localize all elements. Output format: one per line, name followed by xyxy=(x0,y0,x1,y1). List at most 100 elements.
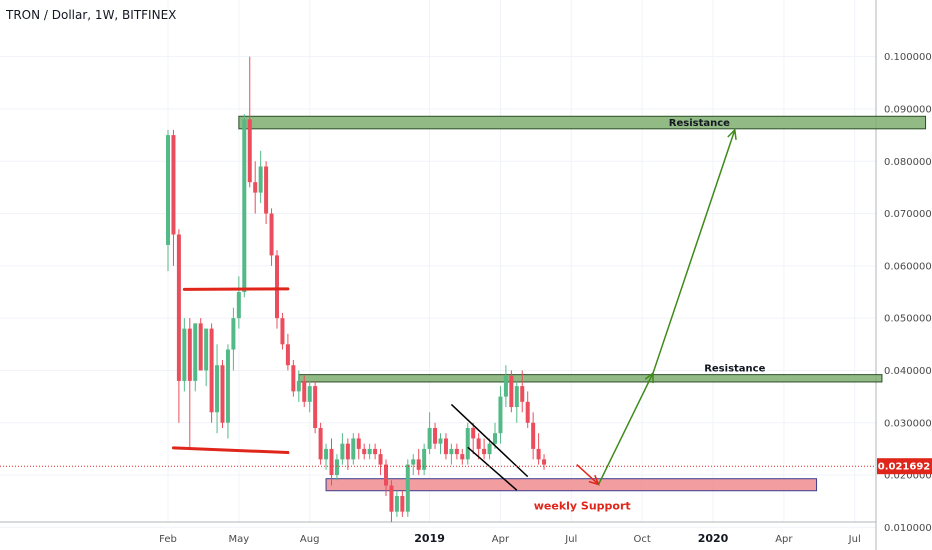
candle-down xyxy=(471,427,476,439)
candle-down xyxy=(220,365,225,423)
candle-down xyxy=(536,448,541,460)
y-tick-label: 0.040000 xyxy=(884,366,932,377)
candle-up xyxy=(204,328,209,371)
trend-line xyxy=(467,446,518,491)
candle-down xyxy=(291,365,296,392)
x-tick-label: Feb xyxy=(159,534,177,545)
candle-down xyxy=(509,375,514,408)
red-level-line xyxy=(171,446,290,455)
candle-up xyxy=(340,443,345,460)
support-zone-label: weekly Support xyxy=(534,500,631,513)
candle-down xyxy=(247,119,252,183)
y-tick-label: 0.030000 xyxy=(884,418,932,429)
candle-down xyxy=(389,485,394,512)
candle-up xyxy=(493,433,497,444)
candle-down xyxy=(209,328,214,413)
candle-down xyxy=(400,495,405,512)
current-price-label: 0.021692 xyxy=(878,462,931,473)
y-tick-label: 0.080000 xyxy=(884,157,932,168)
candle-up xyxy=(487,443,492,455)
candle-down xyxy=(460,454,465,460)
projection-arrow-up xyxy=(652,129,736,374)
candle-up xyxy=(514,386,519,408)
candle-down xyxy=(313,386,318,428)
candle-up xyxy=(411,459,416,465)
projection-arrow-up-head xyxy=(727,128,737,140)
candle-up xyxy=(296,380,301,392)
candle-up xyxy=(465,427,470,460)
candle-down xyxy=(362,448,367,455)
candle-down xyxy=(345,443,350,460)
candle-up xyxy=(193,323,198,381)
candle-down xyxy=(187,328,192,381)
candle-down xyxy=(476,438,481,449)
candle-down xyxy=(373,448,378,455)
candle-up xyxy=(166,135,170,245)
candle-up xyxy=(242,119,247,292)
candle-up xyxy=(236,292,241,319)
current-price-tag xyxy=(877,458,932,475)
x-tick-label: 2020 xyxy=(698,532,729,545)
candle-up xyxy=(334,459,339,476)
candle-up xyxy=(405,464,410,512)
resistance-zone-label: Resistance xyxy=(669,118,730,129)
candle-up xyxy=(438,438,443,444)
candle-up xyxy=(427,427,432,449)
candle-down xyxy=(542,459,547,465)
candle-down xyxy=(378,454,383,465)
candle-down xyxy=(171,135,176,235)
candle-up xyxy=(182,328,187,381)
candle-down xyxy=(443,438,448,455)
candle-down xyxy=(356,438,361,449)
resistance-zone xyxy=(298,374,883,383)
projection-arrow-down xyxy=(576,464,600,486)
candle-down xyxy=(269,213,274,256)
x-tick-label: Oct xyxy=(634,534,651,545)
candle-down xyxy=(482,448,487,455)
candle-down xyxy=(302,380,307,402)
resistance-zone xyxy=(238,115,927,130)
y-tick-label: 0.020000 xyxy=(884,471,932,482)
candle-up xyxy=(498,396,503,434)
candle-up xyxy=(449,448,454,455)
candle-down xyxy=(198,323,203,371)
candle-up xyxy=(503,375,508,397)
candle-down xyxy=(329,448,334,476)
x-tick-label: Jul xyxy=(564,534,577,545)
candle-up xyxy=(324,448,329,460)
y-tick-label: 0.050000 xyxy=(884,314,932,325)
x-tick-label: Apr xyxy=(492,534,510,545)
support-zone xyxy=(325,478,818,492)
chart-title: TRON / Dollar, 1W, BITFINEX xyxy=(6,8,177,22)
resistance-zone-label: Resistance xyxy=(704,364,765,375)
candle-down xyxy=(520,386,525,402)
candle-up xyxy=(215,365,220,413)
candle-up xyxy=(258,166,263,193)
candle-up xyxy=(231,318,236,350)
y-tick-label: 0.010000 xyxy=(884,523,932,534)
candle-down xyxy=(454,448,459,455)
candle-down xyxy=(275,255,279,319)
x-tick-label: Aug xyxy=(300,534,320,545)
candle-up xyxy=(307,386,312,402)
candle-down xyxy=(531,422,536,449)
candle-up xyxy=(367,448,372,455)
x-tick-label: 2019 xyxy=(414,532,445,545)
candle-down xyxy=(253,182,258,193)
trend-line xyxy=(450,403,529,478)
candle-up xyxy=(422,448,427,470)
y-tick-label: 0.060000 xyxy=(884,261,932,272)
candle-down xyxy=(416,459,421,470)
candle-down xyxy=(280,318,285,345)
candle-down xyxy=(525,401,530,423)
candle-down xyxy=(264,166,269,214)
candle-up xyxy=(351,438,356,460)
candle-up xyxy=(394,495,399,512)
x-tick-label: Jul xyxy=(848,534,861,545)
projection-arrow-up xyxy=(597,372,654,485)
red-level-line xyxy=(182,287,290,291)
candle-up xyxy=(225,349,230,423)
candle-down xyxy=(318,427,323,460)
